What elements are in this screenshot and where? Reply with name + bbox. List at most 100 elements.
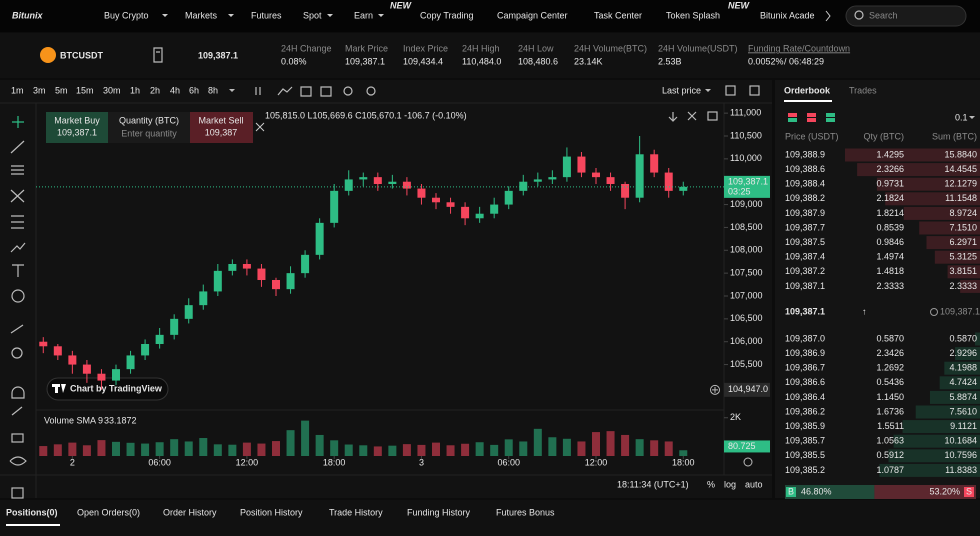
bottom-tab[interactable]: Trade History (329, 507, 383, 517)
interval[interactable]: 2h (150, 85, 160, 95)
candle-body (432, 197, 440, 203)
layout-toggle[interactable] (826, 113, 835, 117)
volume-current: 80.725 (728, 441, 756, 451)
ob-cell: 0.8539 (876, 222, 904, 232)
bottom-tab[interactable]: Open Orders(0) (77, 507, 140, 517)
stat-value: 23.14K (574, 56, 603, 66)
ob-cell: 109,388.9 (785, 149, 825, 159)
nav-item[interactable]: Spot (303, 10, 322, 20)
bottom-tab[interactable]: Position History (240, 507, 303, 517)
layout-toggle[interactable] (807, 118, 816, 122)
layout-toggle[interactable] (807, 113, 816, 117)
interval[interactable]: 5m (55, 85, 68, 95)
info-icon (153, 47, 163, 63)
candle-body (606, 177, 615, 184)
volume-bar (170, 439, 179, 456)
search-box[interactable] (845, 5, 967, 27)
bottom-tab[interactable]: Positions(0) (6, 507, 58, 517)
buy-price[interactable]: 109,387.1 (57, 127, 97, 137)
sell-price[interactable]: 109,387 (205, 127, 238, 137)
ob-cell: 2.9296 (949, 348, 977, 358)
ob-tab[interactable]: Orderbook (784, 85, 831, 95)
interval[interactable]: 8h (208, 85, 218, 95)
layout-toggle[interactable] (826, 118, 835, 122)
candle-body (257, 268, 266, 280)
ob-cell: 7.5610 (949, 406, 977, 416)
nav-item[interactable]: Bitunix Acade (760, 10, 815, 20)
volume-bar (359, 445, 368, 456)
ob-cell: 109,386.2 (785, 406, 825, 416)
nav-item[interactable]: Campaign Center (497, 10, 568, 20)
close-icon[interactable] (255, 122, 265, 132)
stat-value: 110,484.0 (462, 56, 501, 66)
ob-tab[interactable]: Trades (849, 85, 877, 95)
ob-cell: 1.0787 (876, 465, 904, 475)
settings-icon[interactable] (743, 457, 753, 467)
last-price-label: 109,387.1 (728, 176, 768, 186)
nav-item[interactable]: Buy Crypto (104, 10, 149, 20)
search-placeholder[interactable]: Search (869, 10, 898, 20)
candle-body (679, 186, 688, 191)
tradingview-label[interactable]: Chart by TradingView (70, 383, 163, 393)
nav-item[interactable]: Futures (251, 10, 282, 20)
volume-bar (228, 444, 237, 456)
precision[interactable]: 0.1 (955, 112, 968, 122)
quantity-input[interactable] (108, 112, 190, 143)
interval[interactable]: 6h (189, 85, 199, 95)
interval[interactable]: 15m (76, 85, 94, 95)
ob-cell: 109,385.5 (785, 450, 825, 460)
tradingview-badge[interactable] (46, 377, 169, 401)
ob-cell: 0.9731 (876, 179, 904, 189)
volume-bar (533, 428, 542, 456)
qty-placeholder[interactable]: Enter quantity (121, 128, 177, 138)
bottom-tab[interactable]: Funding History (407, 507, 471, 517)
candle-body (184, 305, 193, 319)
sell-label[interactable]: Market Sell (198, 115, 243, 125)
layout-toggle[interactable] (788, 118, 797, 122)
y-tick-label: 105,500 (730, 359, 763, 369)
auto-toggle[interactable]: auto (745, 479, 763, 489)
ob-cell: 109,386.6 (785, 377, 825, 387)
candle-body (504, 190, 513, 205)
price-type[interactable]: Last price (662, 85, 701, 95)
buy-ratio-label: 46.80% (801, 486, 832, 496)
ob-cell: 109,387.1 (785, 281, 825, 291)
nav-item[interactable]: Markets (185, 10, 218, 20)
b-letter: B (788, 486, 794, 496)
ticker-bar (0, 33, 980, 78)
interval[interactable]: 4h (170, 85, 180, 95)
bottom-tab[interactable]: Futures Bonus (496, 507, 555, 517)
volume-bar (301, 420, 310, 456)
candle-body (68, 355, 77, 365)
interval[interactable]: 3m (33, 85, 46, 95)
ob-cell: 9.1121 (950, 421, 977, 431)
interval[interactable]: 1m (11, 85, 24, 95)
ob-cell: 2.3333 (949, 281, 977, 291)
interval[interactable]: 30m (103, 85, 121, 95)
ob-cell: 1.8214 (876, 208, 904, 218)
nav-item[interactable]: Earn (354, 10, 373, 20)
ob-cell: 0.5436 (876, 377, 904, 387)
volume-bar (141, 443, 150, 456)
nav-bar (0, 0, 980, 32)
market-sell-button[interactable] (190, 112, 253, 143)
buy-label[interactable]: Market Buy (54, 115, 100, 125)
layout-toggle[interactable] (788, 113, 797, 117)
stat-value: 109,387.1 (345, 56, 385, 66)
volume-bar (53, 444, 62, 456)
bottom-tab[interactable]: Order History (163, 507, 217, 517)
candle-body (373, 177, 382, 184)
ratio-bar-bg (785, 485, 976, 499)
volume-tick-label: 2K (730, 412, 741, 422)
ob-cell: 109,387.9 (785, 208, 825, 218)
log-toggle[interactable]: log (724, 479, 736, 489)
volume-bar (475, 442, 484, 456)
percent-toggle[interactable]: % (707, 479, 715, 489)
ob-cell: 7.1510 (949, 222, 977, 232)
add-icon[interactable] (710, 384, 720, 395)
nav-item[interactable]: Token Splash (666, 10, 720, 20)
market-buy-button[interactable] (46, 112, 108, 143)
nav-item[interactable]: Task Center (594, 10, 642, 20)
interval[interactable]: 1h (130, 85, 140, 95)
nav-item[interactable]: Copy Trading (420, 10, 474, 20)
